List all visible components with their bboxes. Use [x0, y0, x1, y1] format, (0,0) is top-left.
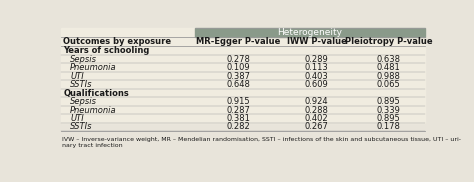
Text: Sepsis: Sepsis [70, 97, 97, 106]
Text: Years of schooling: Years of schooling [63, 46, 149, 55]
Text: 0.924: 0.924 [305, 97, 328, 106]
Text: 0.065: 0.065 [377, 80, 401, 89]
Text: 0.282: 0.282 [227, 122, 250, 131]
Text: 0.387: 0.387 [226, 72, 250, 81]
Text: Qualifications: Qualifications [63, 89, 129, 98]
Text: 0.638: 0.638 [377, 55, 401, 64]
Text: 0.278: 0.278 [227, 55, 250, 64]
Text: Outcomes by exposure: Outcomes by exposure [63, 37, 171, 46]
Text: 0.988: 0.988 [377, 72, 401, 81]
Text: nary tract infection: nary tract infection [63, 143, 123, 149]
Text: SSTIs: SSTIs [70, 80, 92, 89]
Text: 0.403: 0.403 [305, 72, 328, 81]
Text: 0.895: 0.895 [377, 97, 401, 106]
Text: 0.481: 0.481 [377, 63, 401, 72]
Text: 0.339: 0.339 [377, 106, 401, 114]
Bar [61, 28, 425, 123]
Text: 0.915: 0.915 [227, 97, 250, 106]
Text: Pleiotropy P-value: Pleiotropy P-value [345, 37, 432, 46]
Text: 0.895: 0.895 [377, 114, 401, 123]
Text: 0.113: 0.113 [305, 63, 328, 72]
Text: IVW – Inverse-variance weight, MR – Mendelian randomisation, SSTI – infections o: IVW – Inverse-variance weight, MR – Mend… [63, 137, 461, 142]
Text: UTI: UTI [70, 114, 84, 123]
Bar [195, 28, 425, 37]
Text: MR-Egger P-value: MR-Egger P-value [196, 37, 281, 46]
Text: 0.648: 0.648 [227, 80, 250, 89]
Text: UTI: UTI [70, 72, 84, 81]
Text: 0.402: 0.402 [305, 114, 328, 123]
Text: 0.609: 0.609 [305, 80, 328, 89]
Text: Sepsis: Sepsis [70, 55, 97, 64]
Text: 0.288: 0.288 [305, 106, 328, 114]
Text: 0.289: 0.289 [305, 55, 328, 64]
Text: 0.109: 0.109 [227, 63, 250, 72]
Text: 0.381: 0.381 [227, 114, 250, 123]
Text: 0.287: 0.287 [227, 106, 250, 114]
Text: Pneumonia: Pneumonia [70, 63, 117, 72]
Text: Heterogeneity: Heterogeneity [277, 28, 342, 37]
Text: 0.178: 0.178 [377, 122, 401, 131]
Text: SSTIs: SSTIs [70, 122, 92, 131]
Text: Pneumonia: Pneumonia [70, 106, 117, 114]
Text: 0.267: 0.267 [305, 122, 328, 131]
Text: IWW P-value: IWW P-value [287, 37, 346, 46]
